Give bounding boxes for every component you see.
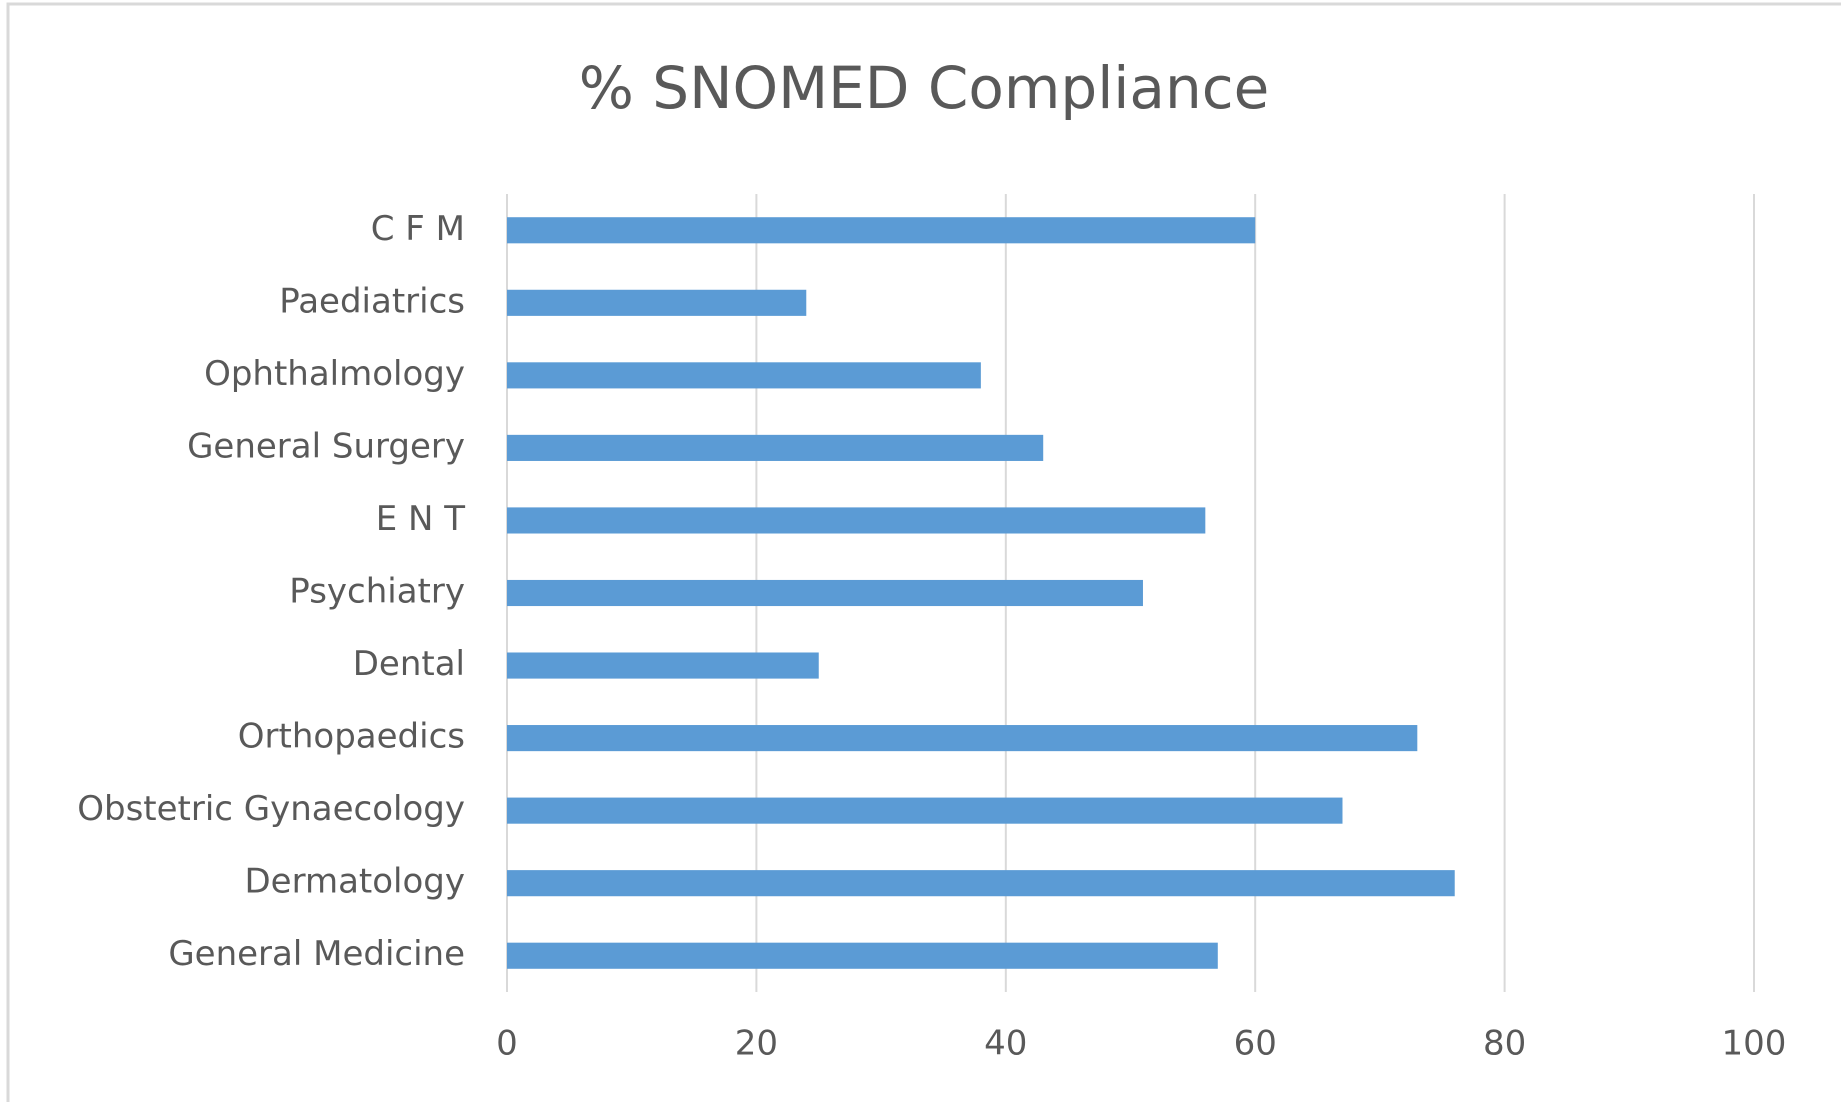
bar — [507, 434, 1044, 461]
bar — [507, 870, 1455, 897]
bar — [507, 362, 981, 389]
bar — [507, 797, 1343, 824]
bar — [507, 507, 1206, 534]
x-tick-label: 0 — [496, 1024, 518, 1064]
y-tick-label: General Surgery — [187, 426, 465, 466]
y-tick-label: Ophthalmology — [204, 354, 465, 394]
y-tick-label: E N T — [376, 499, 466, 539]
bar — [507, 652, 819, 679]
y-tick-label: General Medicine — [168, 934, 465, 974]
y-tick-label: Paediatrics — [279, 281, 465, 321]
x-tick-label: 40 — [984, 1024, 1027, 1064]
x-tick-label: 20 — [735, 1024, 778, 1064]
y-tick-label: Dermatology — [244, 862, 465, 902]
y-tick-label: Orthopaedics — [238, 717, 465, 757]
bar — [507, 579, 1143, 607]
x-tick-label: 80 — [1483, 1024, 1526, 1064]
bar — [507, 217, 1256, 244]
bar — [507, 725, 1418, 752]
chart-title: % SNOMED Compliance — [579, 54, 1270, 122]
y-tick-label: C F M — [371, 209, 465, 249]
chart-frame — [6, 2, 1841, 1102]
x-tick-label: 100 — [1722, 1024, 1787, 1064]
y-tick-label: Obstetric Gynaecology — [77, 789, 465, 829]
bar — [507, 289, 807, 316]
bar — [507, 942, 1218, 969]
y-tick-label: Dental — [353, 644, 465, 684]
x-tick-label: 60 — [1234, 1024, 1277, 1064]
y-tick-label: Psychiatry — [289, 572, 465, 612]
